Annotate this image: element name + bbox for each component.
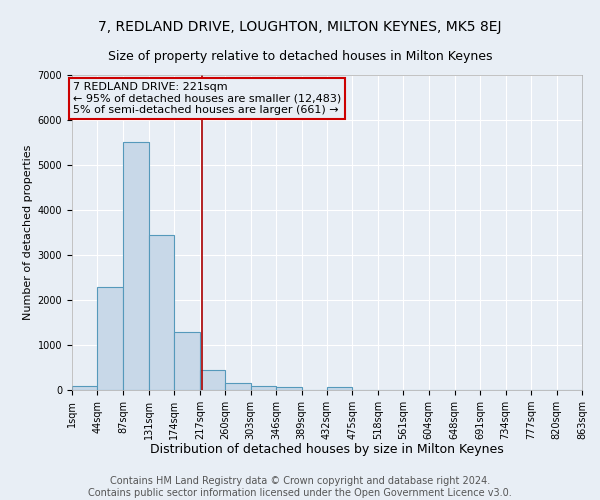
Bar — [97, 286, 123, 390]
Text: Contains HM Land Registry data © Crown copyright and database right 2024.
Contai: Contains HM Land Registry data © Crown c… — [88, 476, 512, 498]
X-axis label: Distribution of detached houses by size in Milton Keynes: Distribution of detached houses by size … — [150, 444, 504, 456]
Bar — [175, 332, 200, 390]
Text: 7 REDLAND DRIVE: 221sqm
← 95% of detached houses are smaller (12,483)
5% of semi: 7 REDLAND DRIVE: 221sqm ← 95% of detache… — [73, 82, 341, 115]
Bar — [225, 383, 251, 390]
Bar — [72, 386, 97, 390]
Bar — [200, 370, 225, 390]
Bar — [123, 142, 149, 390]
Bar — [149, 235, 175, 390]
Y-axis label: Number of detached properties: Number of detached properties — [23, 145, 34, 320]
Bar — [327, 387, 352, 390]
Text: 7, REDLAND DRIVE, LOUGHTON, MILTON KEYNES, MK5 8EJ: 7, REDLAND DRIVE, LOUGHTON, MILTON KEYNE… — [98, 20, 502, 34]
Bar — [276, 387, 302, 390]
Bar — [251, 386, 276, 390]
Text: Size of property relative to detached houses in Milton Keynes: Size of property relative to detached ho… — [108, 50, 492, 63]
